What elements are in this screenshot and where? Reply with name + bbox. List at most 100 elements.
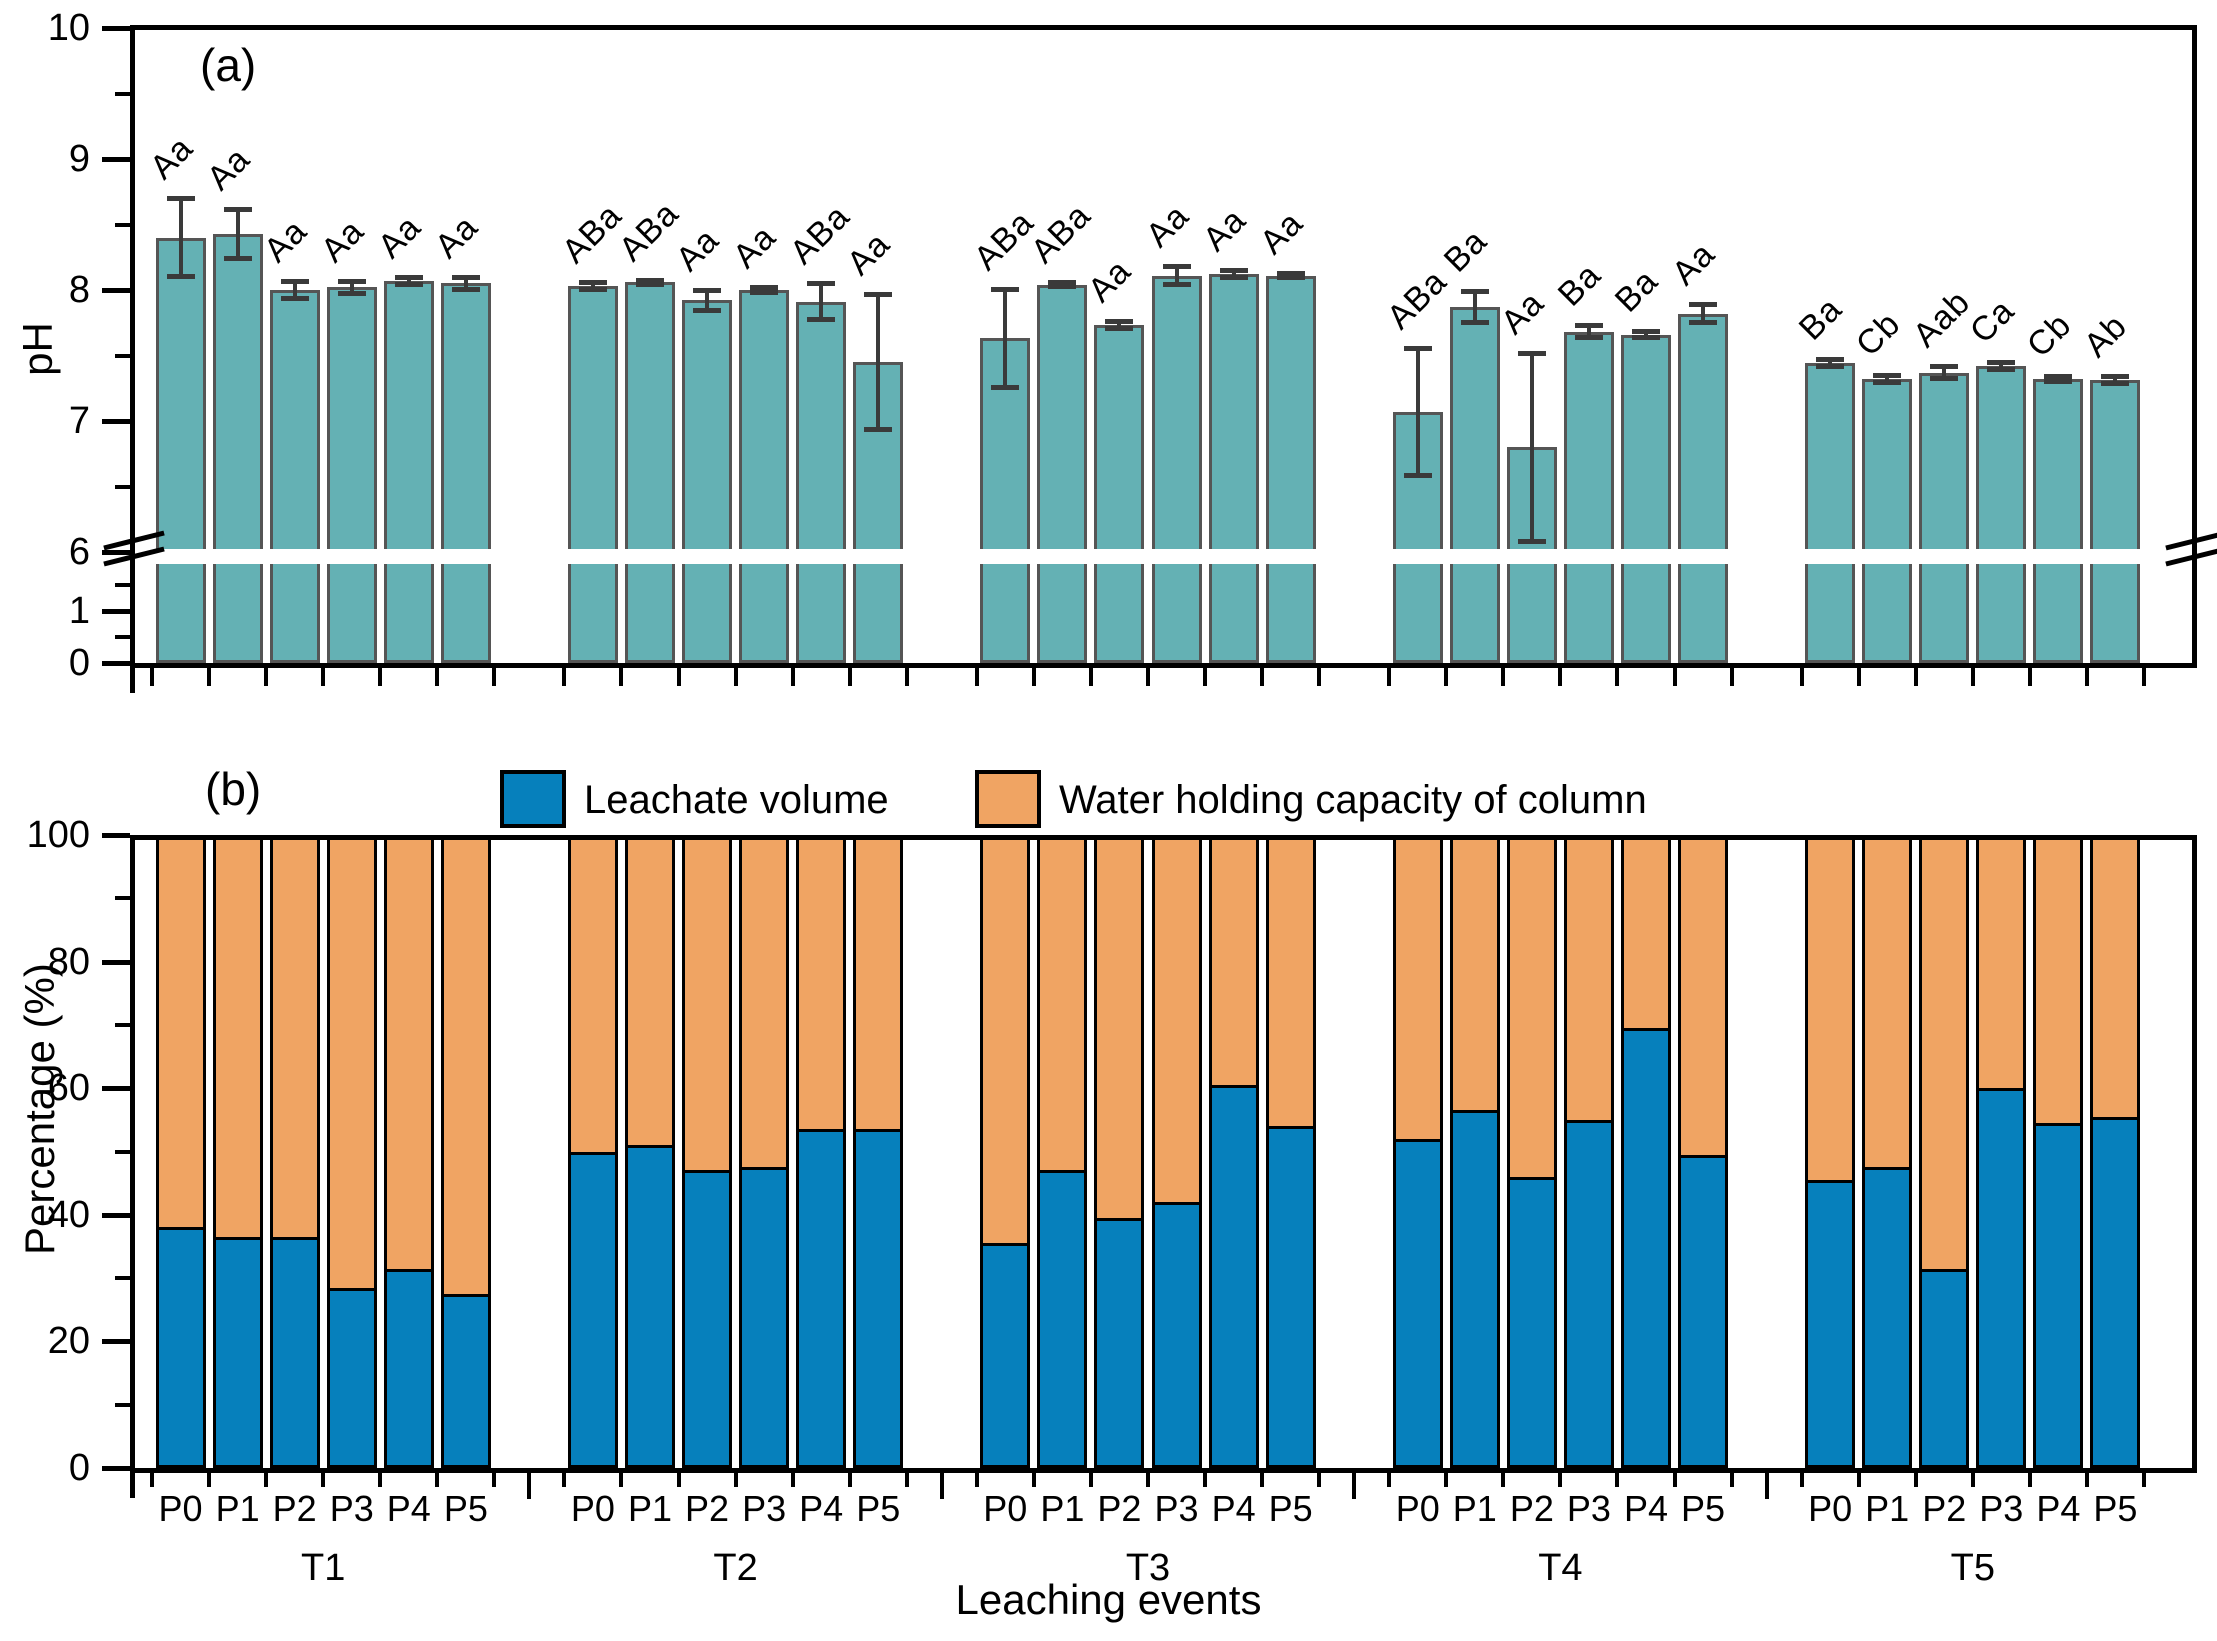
x-boundary-tick [1729, 1473, 1734, 1487]
y-major-tick [102, 1466, 130, 1471]
y-major-tick [102, 1212, 130, 1218]
x-boundary-tick [676, 668, 681, 686]
sig-letter-T1-P4: Aa [370, 207, 429, 266]
y-major-tick [102, 661, 130, 666]
sig-letter-T4-P5: Aa [1664, 235, 1723, 294]
error-cap-bottom-T3-P0 [991, 385, 1020, 391]
ph-bar-T2-P5 [853, 362, 904, 663]
error-cap-bottom-T4-P0 [1403, 473, 1432, 479]
ph-bar-T5-P2 [1919, 372, 1970, 663]
group-separator-tick [1352, 1473, 1357, 1499]
x-boundary-tick [1317, 668, 1322, 686]
leachate-bar-T3-P0 [980, 1243, 1031, 1468]
sig-letter-T2-P0: ABa [554, 196, 630, 271]
error-cap-bottom-T5-P1 [1873, 380, 1902, 385]
bar-label-T3-P0: P0 [983, 1488, 1028, 1529]
x-boundary-tick [1031, 1473, 1036, 1487]
x-boundary-tick [321, 668, 326, 686]
leachate-bar-T5-P4 [2033, 1123, 2084, 1468]
water-holding-bar-T4-P2 [1506, 835, 1557, 1180]
x-boundary-tick [1615, 1473, 1620, 1487]
x-boundary-tick [1799, 668, 1804, 686]
leachate-bar-T2-P0 [567, 1151, 618, 1468]
sig-letter-T1-P1: Aa [199, 139, 258, 198]
x-boundary-tick [562, 1473, 567, 1487]
x-boundary-tick [1146, 668, 1150, 686]
error-bar-T1-P3 [349, 280, 354, 294]
x-boundary-tick [1558, 1473, 1563, 1487]
error-cap-bottom-T1-P5 [451, 287, 480, 292]
error-cap-bottom-T4-P3 [1574, 335, 1603, 341]
water-holding-bar-T5-P0 [1805, 835, 1856, 1183]
leachate-bar-T1-P0 [155, 1227, 206, 1468]
x-boundary-tick [2084, 1473, 2089, 1487]
sig-letter-T2-P2: Aa [668, 221, 727, 279]
leachate-bar-T3-P1 [1037, 1170, 1088, 1468]
leachate-bar-T1-P5 [440, 1293, 491, 1468]
sig-letter-T1-P3: Aa [313, 211, 372, 270]
bar-label-T3-P5: P5 [1268, 1488, 1313, 1529]
x-boundary-tick [1799, 1473, 1804, 1487]
ph-bar-T1-P3 [326, 287, 377, 663]
x-boundary-tick [847, 1473, 852, 1487]
ph-bar-T4-P3 [1563, 331, 1614, 663]
water-holding-bar-T1-P3 [326, 835, 377, 1291]
bar-label-T2-P4: P4 [799, 1488, 844, 1529]
y-major-tick [102, 833, 130, 838]
bar-label-T1-P0: P0 [158, 1488, 203, 1529]
panel-b-top-border [130, 835, 2197, 840]
error-bar-T2-P4 [819, 283, 824, 321]
ph-bar-T4-P1 [1449, 307, 1500, 663]
leachate-bar-T2-P4 [796, 1129, 847, 1468]
bar-label-T2-P1: P1 [627, 1488, 673, 1529]
sig-letter-T5-P4: Cb [2020, 306, 2080, 366]
error-bar-T1-P4 [406, 276, 411, 285]
ph-bar-T2-P3 [739, 290, 790, 663]
leachate-bar-T2-P5 [853, 1129, 904, 1468]
error-cap-bottom-T3-P2 [1105, 326, 1134, 332]
error-cap-top-T5-P4 [2044, 374, 2073, 380]
error-bar-T4-P4 [1644, 330, 1648, 339]
y-minor-tick [115, 91, 130, 96]
error-bar-T4-P5 [1701, 304, 1706, 323]
error-bar-T3-P3 [1174, 266, 1179, 285]
leachate-bar-T3-P5 [1265, 1126, 1316, 1468]
water-holding-bar-T3-P5 [1265, 835, 1316, 1130]
error-cap-bottom-T4-P4 [1632, 335, 1660, 341]
leachate-bar-T1-P3 [326, 1287, 377, 1468]
x-boundary-tick [904, 1473, 909, 1487]
error-cap-top-T4-P4 [1632, 328, 1660, 334]
leachate-bar-T1-P4 [383, 1268, 434, 1468]
y-tick-label: 7 [68, 400, 90, 442]
error-cap-top-T1-P0 [166, 196, 195, 202]
water-holding-bar-T1-P2 [269, 835, 320, 1240]
sig-letter-T4-P3: Ba [1550, 256, 1609, 315]
error-cap-top-T1-P4 [394, 274, 423, 280]
error-cap-top-T2-P3 [750, 285, 779, 291]
error-cap-top-T5-P1 [1873, 373, 1902, 379]
error-cap-top-T3-P0 [991, 286, 1020, 292]
error-cap-top-T3-P5 [1276, 270, 1305, 276]
error-bar-T1-P0 [178, 198, 183, 277]
error-cap-top-T3-P1 [1048, 280, 1077, 286]
group-separator-tick [939, 1473, 944, 1499]
water-holding-bar-T2-P5 [853, 835, 904, 1133]
water-holding-bar-T2-P1 [625, 835, 675, 1149]
ph-bar-T5-P4 [2033, 379, 2084, 663]
water-holding-bar-T1-P4 [383, 835, 434, 1272]
x-boundary-tick [1729, 668, 1734, 686]
legend-swatch-water-holding [975, 770, 1041, 828]
y-tick-label: 6 [68, 531, 90, 573]
ph-bar-T3-P1 [1037, 284, 1088, 663]
water-holding-bar-T3-P1 [1037, 835, 1088, 1174]
x-boundary-tick [207, 668, 212, 686]
sig-letter-T1-P5: Aa [427, 207, 486, 266]
water-holding-bar-T2-P2 [682, 835, 733, 1174]
y-tick-label: 40 [47, 1193, 90, 1236]
x-boundary-tick [264, 1473, 269, 1487]
bar-label-T5-P0: P0 [1808, 1488, 1853, 1529]
y-major-tick [102, 1339, 130, 1345]
error-cap-bottom-T4-P2 [1517, 538, 1546, 544]
x-boundary-tick [1387, 1473, 1392, 1487]
leachate-bar-T2-P3 [739, 1167, 790, 1468]
